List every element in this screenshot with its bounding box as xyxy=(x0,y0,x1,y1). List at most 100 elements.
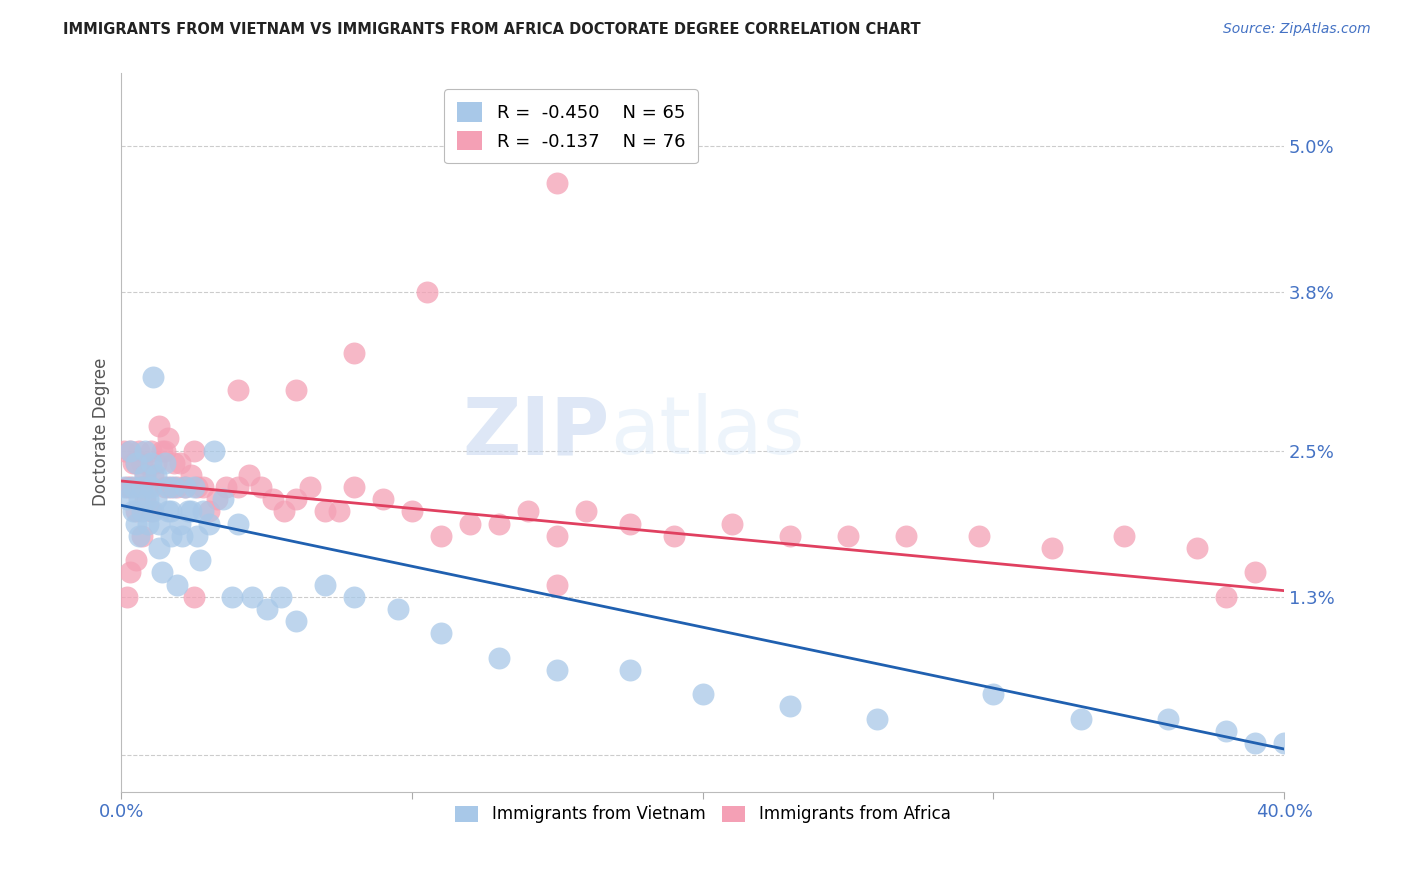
Point xyxy=(145,467,167,482)
Point xyxy=(139,456,162,470)
Point xyxy=(150,566,173,580)
Point xyxy=(120,443,142,458)
Point xyxy=(186,529,208,543)
Point xyxy=(122,504,145,518)
Point xyxy=(546,663,568,677)
Point xyxy=(692,687,714,701)
Point xyxy=(1215,590,1237,604)
Point xyxy=(720,516,742,531)
Point xyxy=(619,516,641,531)
Point xyxy=(169,516,191,531)
Point xyxy=(122,456,145,470)
Text: IMMIGRANTS FROM VIETNAM VS IMMIGRANTS FROM AFRICA DOCTORATE DEGREE CORRELATION C: IMMIGRANTS FROM VIETNAM VS IMMIGRANTS FR… xyxy=(63,22,921,37)
Point xyxy=(125,456,148,470)
Point xyxy=(779,529,801,543)
Point xyxy=(125,553,148,567)
Point xyxy=(131,456,153,470)
Point xyxy=(128,492,150,507)
Point xyxy=(226,383,249,397)
Point xyxy=(1244,566,1267,580)
Point xyxy=(160,529,183,543)
Point xyxy=(117,492,139,507)
Point xyxy=(191,480,214,494)
Point xyxy=(120,566,142,580)
Point xyxy=(120,480,142,494)
Point xyxy=(284,614,307,628)
Point xyxy=(401,504,423,518)
Point xyxy=(256,602,278,616)
Point xyxy=(546,176,568,190)
Point xyxy=(262,492,284,507)
Point xyxy=(204,443,226,458)
Point xyxy=(546,529,568,543)
Point xyxy=(117,480,139,494)
Point xyxy=(174,480,197,494)
Point xyxy=(299,480,322,494)
Point xyxy=(866,712,889,726)
Point xyxy=(128,443,150,458)
Point xyxy=(166,577,188,591)
Point xyxy=(343,480,366,494)
Text: Source: ZipAtlas.com: Source: ZipAtlas.com xyxy=(1223,22,1371,37)
Point xyxy=(1185,541,1208,555)
Point xyxy=(546,577,568,591)
Point xyxy=(415,285,437,300)
Point xyxy=(328,504,350,518)
Point xyxy=(145,492,167,507)
Point xyxy=(169,456,191,470)
Point xyxy=(575,504,598,518)
Point xyxy=(430,626,453,640)
Point xyxy=(284,492,307,507)
Point xyxy=(163,480,186,494)
Point xyxy=(215,480,238,494)
Point xyxy=(139,504,162,518)
Point xyxy=(387,602,409,616)
Text: ZIP: ZIP xyxy=(463,393,610,471)
Point xyxy=(1272,736,1295,750)
Point xyxy=(139,480,162,494)
Point xyxy=(314,504,336,518)
Point xyxy=(343,590,366,604)
Point xyxy=(837,529,859,543)
Point xyxy=(112,480,135,494)
Point xyxy=(136,480,159,494)
Point xyxy=(896,529,918,543)
Point xyxy=(142,467,165,482)
Point xyxy=(250,480,273,494)
Point xyxy=(150,443,173,458)
Point xyxy=(662,529,685,543)
Point xyxy=(120,443,142,458)
Point xyxy=(284,383,307,397)
Point xyxy=(156,504,179,518)
Point xyxy=(117,590,139,604)
Point xyxy=(139,443,162,458)
Point xyxy=(134,467,156,482)
Point xyxy=(779,699,801,714)
Point xyxy=(163,456,186,470)
Point xyxy=(142,504,165,518)
Point xyxy=(186,480,208,494)
Point xyxy=(371,492,394,507)
Point xyxy=(131,480,153,494)
Point xyxy=(122,480,145,494)
Point xyxy=(226,480,249,494)
Point xyxy=(273,504,295,518)
Point xyxy=(191,504,214,518)
Point xyxy=(967,529,990,543)
Point xyxy=(125,516,148,531)
Point xyxy=(156,480,179,494)
Point xyxy=(221,590,243,604)
Legend: Immigrants from Vietnam, Immigrants from Africa: Immigrants from Vietnam, Immigrants from… xyxy=(449,798,957,830)
Point xyxy=(128,480,150,494)
Point xyxy=(134,467,156,482)
Point xyxy=(1070,712,1092,726)
Point xyxy=(177,504,200,518)
Point xyxy=(238,467,260,482)
Point xyxy=(314,577,336,591)
Point xyxy=(112,443,135,458)
Point xyxy=(488,650,510,665)
Point xyxy=(430,529,453,543)
Point xyxy=(183,590,205,604)
Point xyxy=(172,529,194,543)
Point xyxy=(240,590,263,604)
